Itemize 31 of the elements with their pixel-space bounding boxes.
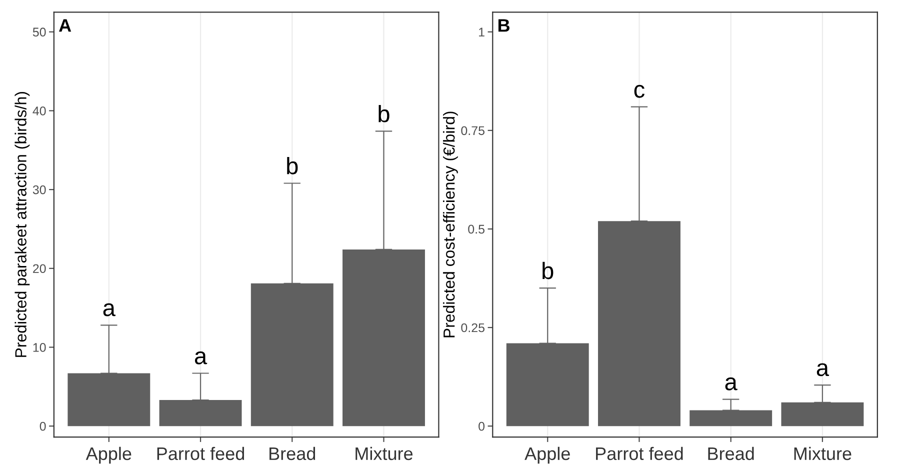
x-tick-label: Apple xyxy=(524,446,570,464)
chart-title: A xyxy=(59,19,72,32)
x-tick-label: Parrot feed xyxy=(157,446,244,460)
x-tick-label: Mixture xyxy=(356,446,413,460)
y-tick-label: 30 xyxy=(32,185,46,194)
annotation: a xyxy=(725,377,738,390)
x-tick-label: Bread xyxy=(708,446,754,460)
y-tick-label: 1 xyxy=(479,28,484,36)
y-tick-label: 50 xyxy=(32,28,46,37)
x-tick-label: Bread xyxy=(270,446,316,460)
y-tick-label: 10 xyxy=(33,343,46,352)
annotation: a xyxy=(816,363,830,376)
y-tick-label: 0.5 xyxy=(468,224,484,234)
x-tick-label: Parrot feed xyxy=(596,446,683,460)
annotation: a xyxy=(103,303,116,316)
y-tick-label: 0 xyxy=(40,422,46,431)
y-axis-title: Predicted cost-efficiency (€/bird) xyxy=(443,112,458,338)
y-tick-label: 0.75 xyxy=(461,126,484,136)
y-tick-label: 20 xyxy=(33,264,46,274)
annotation: b xyxy=(287,156,298,174)
y-tick-label: 0.25 xyxy=(461,323,484,332)
annotation: b xyxy=(542,262,554,280)
x-tick-label: Apple xyxy=(86,446,132,464)
chart-title: B xyxy=(498,19,510,32)
x-tick-label: Mixture xyxy=(794,446,852,460)
y-tick-label: 40 xyxy=(32,106,46,116)
annotation: b xyxy=(378,104,390,122)
y-axis-title: Predicted parakeet attraction (birds/h) xyxy=(14,92,30,357)
annotation: c xyxy=(634,84,645,98)
annotation: a xyxy=(194,351,208,364)
y-tick-label: 0 xyxy=(478,422,485,431)
